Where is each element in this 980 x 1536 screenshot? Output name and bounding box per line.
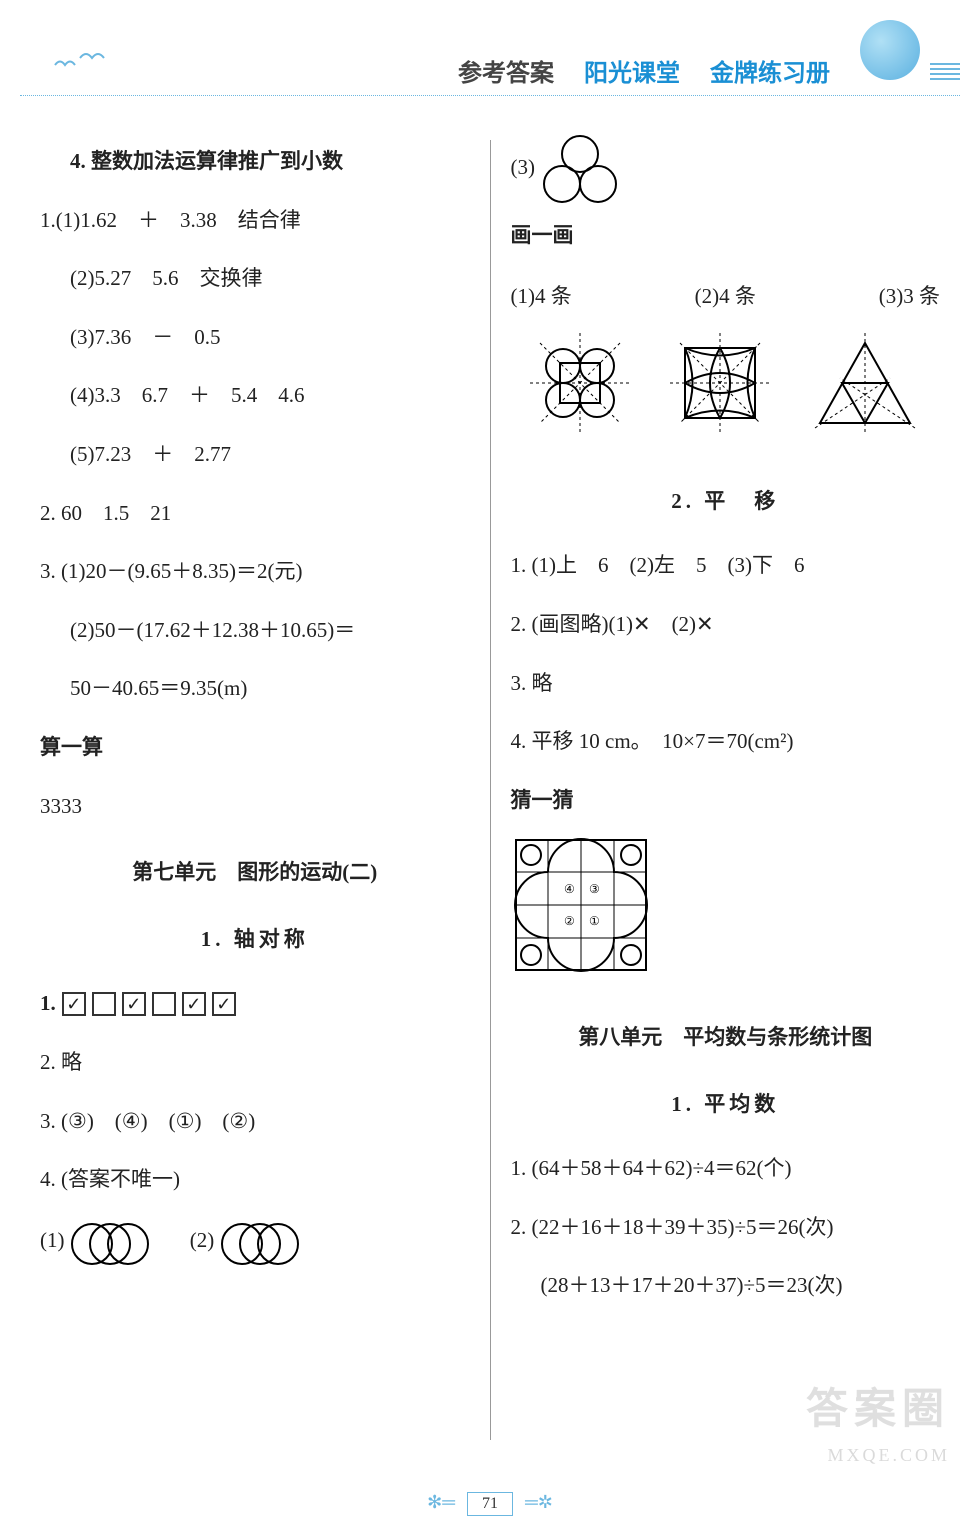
c3-group: (3) <box>511 134 941 204</box>
c2-label: (2) <box>190 1228 215 1252</box>
brand1: 阳光课堂 <box>584 61 680 87</box>
shape-triangle-icon <box>810 333 920 454</box>
q3-1: 3. (1)20－(9.65＋8.35)＝2(元) <box>40 544 470 599</box>
c1-label: (1) <box>40 1228 65 1252</box>
page-footer: ✻═ 71 ═✲ <box>0 1492 980 1516</box>
cai-title: 猜一猜 <box>511 773 941 828</box>
unit8-title: 第八单元 平均数与条形统计图 <box>511 1010 941 1065</box>
a1: 1. (64＋58＋64＋62)÷4＝62(个) <box>511 1141 941 1196</box>
d2: (2)4 条 <box>695 269 756 324</box>
checkbox-3: ✓ <box>122 992 146 1016</box>
shape-square-leaves-icon <box>670 333 770 454</box>
c2-group: (2) <box>190 1213 300 1269</box>
p1: 1. (1)上 6 (2)左 5 (3)下 6 <box>511 538 941 593</box>
checkbox-4 <box>152 992 176 1016</box>
left-l2: 2. 略 <box>40 1035 470 1090</box>
avg-title: 1. 平均数 <box>511 1077 941 1132</box>
a2: 2. (22＋16＋18＋39＋35)÷5＝26(次) <box>511 1200 941 1255</box>
q3-3: 50－40.65＝9.35(m) <box>40 661 470 716</box>
lines-deco <box>930 60 960 83</box>
svg-text:③: ③ <box>589 882 600 896</box>
c1-group: (1) <box>40 1213 150 1269</box>
suan-title: 算一算 <box>40 720 470 775</box>
footer-deco-left: ✻═ <box>427 1492 455 1512</box>
p2: 2. (画图略)(1)✕ (2)✕ <box>511 597 941 652</box>
q1-2: (2)5.27 5.6 交换律 <box>40 251 470 306</box>
d3: (3)3 条 <box>879 269 940 324</box>
answer-label: 参考答案 <box>458 61 554 87</box>
footer-deco-right: ═✲ <box>525 1492 553 1512</box>
bird-deco <box>50 50 110 86</box>
left-l4: 4. (答案不唯一) <box>40 1152 470 1207</box>
axial-title: 1. 轴对称 <box>40 912 470 967</box>
q1-1: 1.(1)1.62 ＋ 3.38 结合律 <box>40 193 470 248</box>
checkbox-label: 1. <box>40 976 56 1031</box>
tri-circles-icon <box>540 155 620 179</box>
checkbox-5: ✓ <box>182 992 206 1016</box>
d1: (1)4 条 <box>511 269 572 324</box>
checkbox-2 <box>92 992 116 1016</box>
grid-figure-icon: ④③ ②① <box>511 835 941 996</box>
brand2: 金牌练习册 <box>710 61 830 87</box>
page-header: 参考答案 阳光课堂 金牌练习册 <box>0 0 980 110</box>
globe-deco <box>860 20 920 80</box>
page-number: 71 <box>467 1492 513 1516</box>
circles-3h-icon-2 <box>220 1215 300 1270</box>
q1-5: (5)7.23 ＋ 2.77 <box>40 427 470 482</box>
q3-2: (2)50－(17.62＋12.38＋10.65)＝ <box>40 603 470 658</box>
circles-row: (1) (2) <box>40 1213 470 1269</box>
p3: 3. 略 <box>511 656 941 711</box>
checkbox-row: 1. ✓ ✓ ✓ ✓ <box>40 976 470 1031</box>
c3-label: (3) <box>511 155 536 179</box>
suan-ans: 3333 <box>40 779 470 834</box>
left-l3: 3. (③) (④) (①) (②) <box>40 1094 470 1149</box>
right-column: (3) 画一画 (1)4 条 (2)4 条 (3)3 条 <box>491 130 941 1450</box>
a3: (28＋13＋17＋20＋37)÷5＝23(次) <box>511 1258 941 1313</box>
draw-title: 画一画 <box>511 208 941 263</box>
p4: 4. 平移 10 cm。 10×7＝70(cm²) <box>511 714 941 769</box>
pingyi-title: 2. 平 移 <box>511 474 941 529</box>
shapes-row <box>511 333 941 454</box>
checkbox-6: ✓ <box>212 992 236 1016</box>
unit7-title: 第七单元 图形的运动(二) <box>40 845 470 900</box>
left-column: 4. 整数加法运算律推广到小数 1.(1)1.62 ＋ 3.38 结合律 (2)… <box>40 130 490 1450</box>
svg-text:①: ① <box>589 914 600 928</box>
header-title: 参考答案 阳光课堂 金牌练习册 <box>458 53 830 88</box>
content-area: 4. 整数加法运算律推广到小数 1.(1)1.62 ＋ 3.38 结合律 (2)… <box>0 110 980 1450</box>
header-underline <box>20 95 960 96</box>
q2: 2. 60 1.5 21 <box>40 486 470 541</box>
shape-flower-icon <box>530 333 630 454</box>
draw-answers: (1)4 条 (2)4 条 (3)3 条 <box>511 269 941 324</box>
circles-3h-icon <box>70 1215 150 1270</box>
svg-text:②: ② <box>564 914 575 928</box>
checkbox-1: ✓ <box>62 992 86 1016</box>
q1-4: (4)3.3 6.7 ＋ 5.4 4.6 <box>40 368 470 423</box>
svg-text:④: ④ <box>564 882 575 896</box>
section-4-title: 4. 整数加法运算律推广到小数 <box>40 134 470 189</box>
q1-3: (3)7.36 － 0.5 <box>40 310 470 365</box>
